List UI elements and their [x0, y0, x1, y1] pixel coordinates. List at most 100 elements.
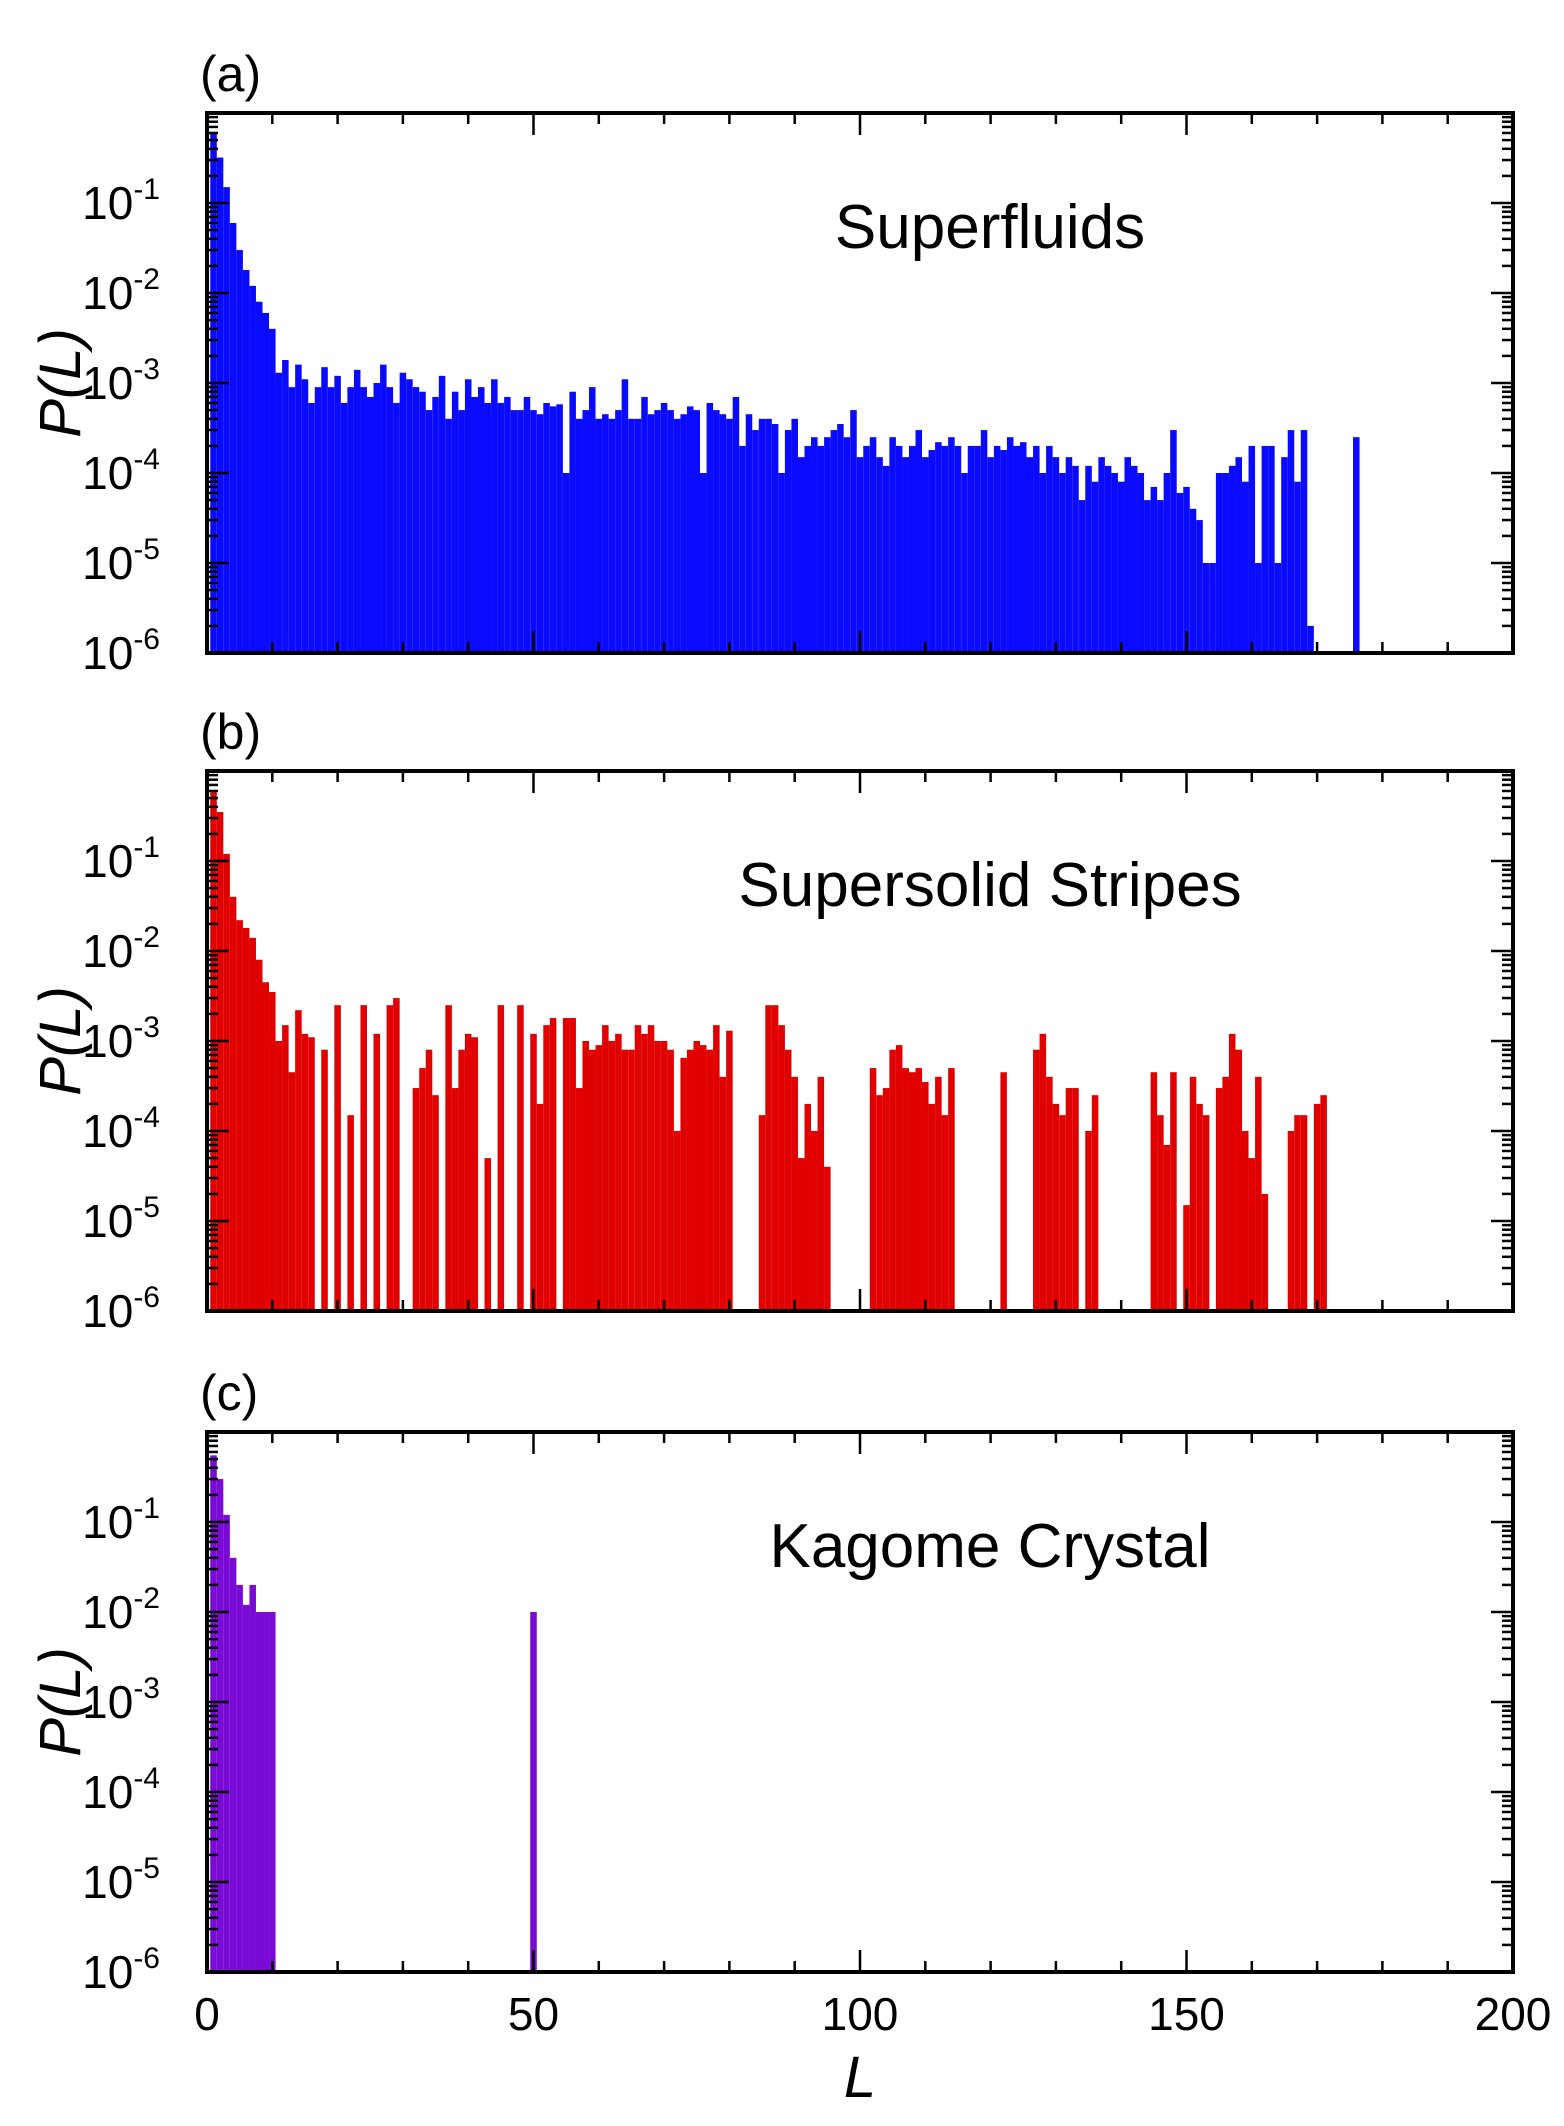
bar — [321, 1049, 328, 1311]
bar — [589, 1049, 596, 1311]
bar — [589, 387, 596, 653]
bar — [908, 445, 916, 653]
bar — [713, 1025, 720, 1311]
bar — [1157, 500, 1164, 653]
bar — [471, 396, 478, 653]
bar — [288, 1072, 296, 1311]
bar — [510, 410, 518, 653]
bar — [229, 896, 237, 1311]
y-tick-label: 10-4 — [82, 1101, 160, 1157]
bar — [562, 1018, 570, 1311]
bar — [269, 1612, 276, 1972]
bar — [1000, 450, 1007, 653]
panel-annotation: Superfluids — [835, 193, 1145, 262]
bar — [419, 391, 426, 653]
bar — [1176, 492, 1184, 653]
bar — [353, 369, 361, 653]
bar — [255, 301, 263, 653]
bar — [726, 1030, 733, 1311]
bar — [752, 430, 759, 653]
bar — [549, 1018, 557, 1311]
bar — [249, 1584, 256, 1972]
bar — [575, 1088, 583, 1311]
y-tick-label: 10-3 — [82, 1672, 160, 1728]
bar — [713, 410, 720, 653]
bar — [791, 418, 798, 653]
bar — [484, 402, 492, 653]
bar — [1294, 1115, 1301, 1311]
y-tick-label: 10-2 — [82, 921, 160, 977]
y-tick-label: 10-5 — [82, 1852, 160, 1908]
bar — [628, 1049, 635, 1311]
bar — [758, 418, 766, 653]
bar — [1202, 563, 1210, 653]
bar — [706, 402, 714, 653]
bar — [1033, 1049, 1040, 1311]
bar — [1170, 430, 1177, 653]
bar — [928, 450, 936, 653]
bar — [817, 1076, 825, 1311]
bar — [967, 445, 975, 653]
bar — [308, 1037, 315, 1311]
panel-label: (c) — [200, 1365, 258, 1421]
bar — [543, 1025, 550, 1311]
bar — [1183, 1205, 1190, 1311]
bar — [314, 387, 322, 653]
bar — [269, 992, 276, 1311]
bar — [739, 445, 746, 653]
bar — [700, 1045, 707, 1311]
bar — [667, 1049, 674, 1311]
panel-b: 10-1 10-2 10-3 10-4 10-5 10-6 P(L) (b) Supersoli… — [28, 704, 1515, 1337]
y-tick-label: 10-6 — [82, 623, 160, 679]
bar — [941, 1115, 949, 1311]
bar — [530, 410, 537, 653]
bar — [216, 157, 224, 654]
bar — [1353, 437, 1360, 653]
bar — [255, 1612, 263, 1972]
bar — [608, 418, 616, 653]
bar — [549, 406, 557, 653]
bar — [582, 1041, 589, 1311]
bar — [928, 1103, 936, 1311]
bar — [1052, 1103, 1060, 1311]
bar — [478, 387, 485, 653]
bar — [347, 387, 354, 653]
panel-c: 10-1 10-2 10-3 10-4 10-5 10-6 P(L) (c) Kagome Cr… — [28, 1365, 1515, 1998]
bar — [242, 1604, 250, 1972]
bar — [1065, 457, 1073, 653]
y-tick-label: 10-1 — [82, 1492, 160, 1548]
bar — [301, 1033, 309, 1311]
bar — [1209, 563, 1216, 653]
bar — [229, 222, 237, 653]
bar — [210, 1455, 217, 1972]
bar — [1255, 1076, 1262, 1311]
bar — [1183, 486, 1190, 653]
bar — [1157, 1115, 1164, 1311]
bar — [876, 1095, 883, 1311]
bar — [1215, 1088, 1223, 1311]
bar — [517, 1005, 524, 1311]
bar — [419, 1068, 426, 1311]
bar — [366, 396, 374, 653]
bar — [1287, 430, 1295, 653]
bar — [1124, 457, 1131, 653]
bar — [941, 445, 949, 653]
bar — [817, 445, 825, 653]
bar — [334, 1005, 341, 1311]
bar — [915, 1068, 923, 1311]
bar — [628, 418, 635, 653]
bar — [497, 1005, 505, 1311]
bar — [308, 402, 315, 653]
bar — [673, 1131, 681, 1311]
bar — [732, 396, 740, 653]
bar — [569, 1018, 576, 1311]
bar — [360, 387, 367, 653]
bar — [706, 1049, 714, 1311]
bar — [1189, 1076, 1197, 1311]
bar — [242, 928, 250, 1311]
bar — [262, 1612, 270, 1972]
bar — [602, 1025, 609, 1311]
bar — [275, 372, 283, 653]
bar — [373, 1033, 381, 1311]
bar — [432, 396, 439, 653]
